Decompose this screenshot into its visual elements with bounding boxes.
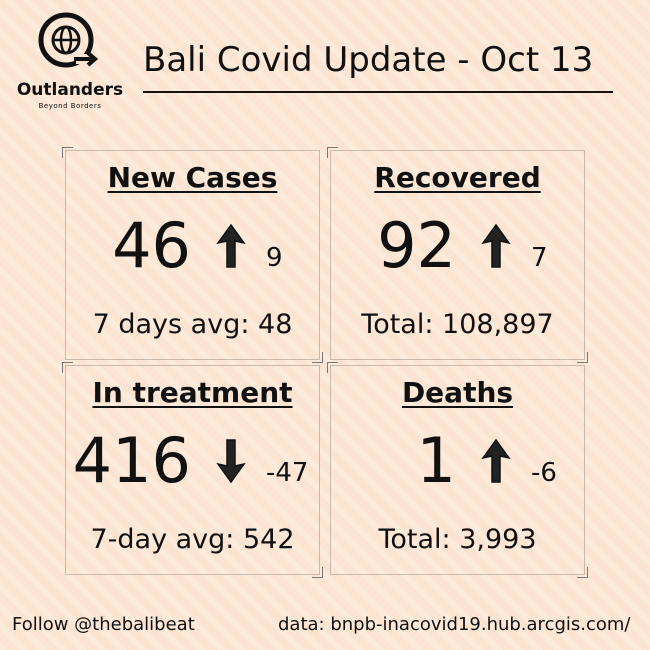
card-title: In treatment <box>92 376 293 409</box>
card-value: 92 <box>377 209 456 282</box>
card-title: Deaths <box>401 376 514 409</box>
stat-card: In treatment 416 -47 7-day avg: 542 <box>62 362 323 578</box>
card-change: -6 <box>531 458 557 488</box>
title-rule <box>143 91 613 93</box>
follow: Follow @thebalibeat <box>12 614 195 635</box>
card-value: 46 <box>112 209 191 282</box>
card-change: 7 <box>531 243 548 273</box>
card-footer: 7-day avg: 542 <box>90 524 295 555</box>
trend-arrow-down <box>216 439 246 484</box>
logo-icon <box>38 12 98 68</box>
trend-arrow-up <box>481 223 511 268</box>
card-change: -47 <box>266 458 309 488</box>
card-title: Recovered <box>374 161 541 194</box>
card-value: 416 <box>72 424 191 497</box>
tagline: Beyond Borders <box>38 102 102 110</box>
card-change: 9 <box>266 243 283 273</box>
trend-arrow-up <box>481 438 511 483</box>
card-footer: 7 days avg: 48 <box>92 309 293 340</box>
card-footer: Total: 108,897 <box>361 309 554 340</box>
source: data: bnpb-inacovid19.hub.arcgis.com/ <box>278 614 631 635</box>
stat-card: Recovered 92 7 Total: 108,897 <box>327 147 588 363</box>
stat-card: New Cases 46 9 7 days avg: 48 <box>62 147 323 363</box>
brand: Outlanders <box>16 80 124 100</box>
trend-arrow-up <box>216 223 246 268</box>
card-title: New Cases <box>107 161 278 194</box>
title: Bali Covid Update - Oct 13 <box>143 40 594 80</box>
card-value: 1 <box>416 424 456 497</box>
stat-card: Deaths 1 -6 Total: 3,993 <box>327 362 588 578</box>
card-footer: Total: 3,993 <box>378 524 537 555</box>
